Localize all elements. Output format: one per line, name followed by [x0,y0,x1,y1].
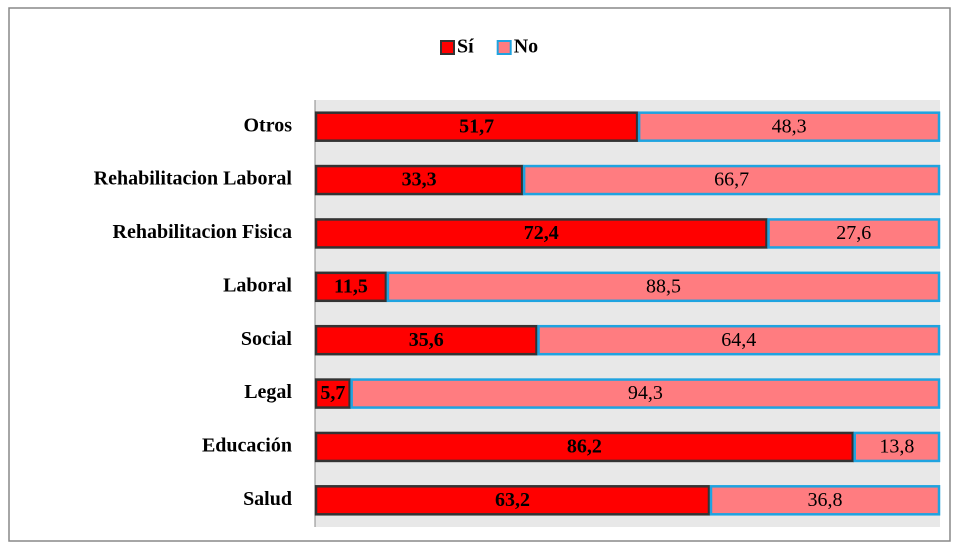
data-label: 86,2 [567,436,602,458]
legend-label: No [514,36,538,58]
y-tick-label: Salud [243,488,292,510]
data-label: 63,2 [495,489,530,511]
bar-segment [314,485,711,516]
data-label: 48,3 [772,115,807,137]
bar-segment [314,431,854,463]
y-tick-label: Rehabilitacion Laboral [94,168,293,190]
data-label: 88,5 [646,275,681,297]
y-tick-label: Educación [202,435,292,457]
data-label: 51,7 [459,115,494,137]
legend-label: Sí [457,36,474,58]
bar-segment [522,164,941,196]
data-label: 66,7 [714,169,749,191]
data-label: 64,4 [721,329,756,351]
y-tick-label: Otros [243,114,292,136]
legend-swatch [440,40,455,55]
data-label: 11,5 [334,275,368,297]
bar-segment [314,218,768,249]
bar-segment [314,111,639,142]
bar-segment [314,378,351,409]
bar-segment [637,111,941,142]
bar-segment [350,378,941,409]
plot-area [315,100,940,527]
data-label: 5,7 [320,382,345,404]
bar-segment [853,431,941,463]
y-tick-label: Laboral [223,274,292,296]
y-tick-label: Rehabilitacion Fisica [113,221,292,243]
bar-segment [709,485,941,516]
bar-segment [386,271,941,303]
data-label: 36,8 [808,489,843,511]
data-label: 94,3 [628,382,663,404]
bar-segment [537,324,941,356]
bar-segment [314,324,538,356]
data-label: 35,6 [409,329,444,351]
data-label: 13,8 [879,436,914,458]
data-label: 72,4 [524,222,559,244]
legend-swatch [496,40,512,55]
bar-segment [767,218,941,249]
bar-segment [314,271,388,303]
bar-segment [314,164,524,196]
y-tick-label: Social [241,328,293,350]
data-label: 33,3 [402,169,437,191]
y-tick-label: Legal [244,381,292,403]
data-label: 27,6 [836,222,871,244]
